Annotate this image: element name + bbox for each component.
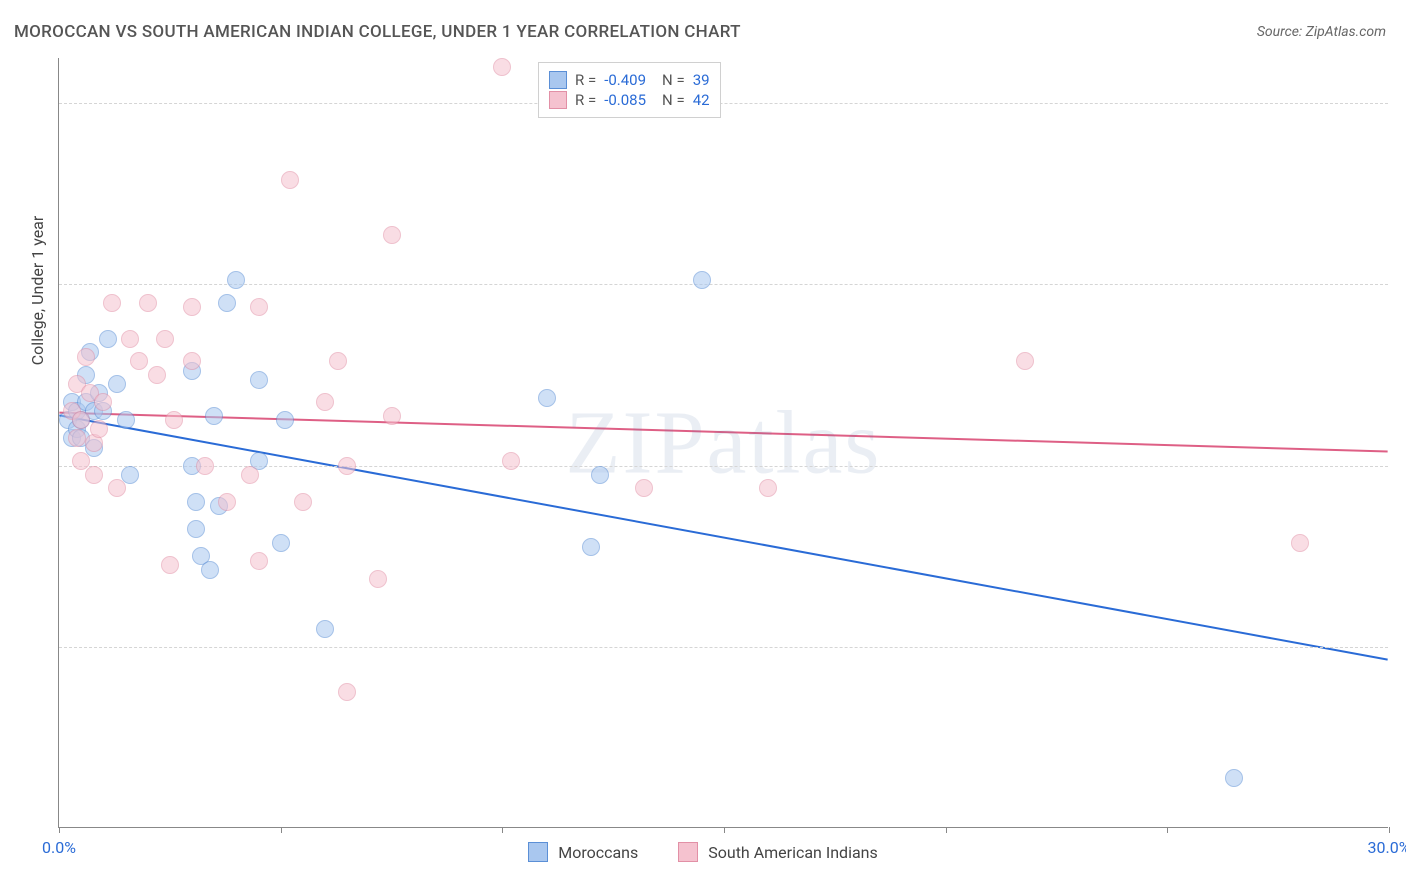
gridline-h <box>59 103 1388 104</box>
scatter-point <box>72 411 90 429</box>
x-tick <box>946 827 947 833</box>
legend-label: Moroccans <box>558 843 638 862</box>
x-tick <box>502 827 503 833</box>
legend-label: South American Indians <box>708 843 878 862</box>
scatter-point <box>1291 534 1309 552</box>
legend-r-label: R = <box>575 71 596 89</box>
scatter-point <box>1225 769 1243 787</box>
legend-r-value: -0.085 <box>604 91 646 109</box>
scatter-point <box>187 520 205 538</box>
scatter-point <box>218 493 236 511</box>
y-tick-label: 100.0% <box>1398 94 1406 113</box>
scatter-point <box>538 389 556 407</box>
legend-n-label: N = <box>662 91 685 109</box>
scatter-point <box>294 493 312 511</box>
scatter-point <box>272 534 290 552</box>
legend-item: South American Indians <box>678 842 878 862</box>
legend-n-value: 42 <box>693 91 710 109</box>
scatter-point <box>130 352 148 370</box>
scatter-point <box>99 330 117 348</box>
scatter-point <box>77 348 95 366</box>
legend-stats: R = -0.409 N = 39 R = -0.085 N = 42 <box>538 62 721 118</box>
scatter-point <box>90 420 108 438</box>
x-tick <box>724 827 725 833</box>
scatter-point <box>329 352 347 370</box>
scatter-point <box>187 493 205 511</box>
scatter-point <box>635 479 653 497</box>
scatter-point <box>183 298 201 316</box>
scatter-point <box>103 294 121 312</box>
legend-n-label: N = <box>662 71 685 89</box>
scatter-point <box>369 570 387 588</box>
x-tick <box>1389 827 1390 833</box>
gridline-h <box>59 647 1388 648</box>
scatter-point <box>85 466 103 484</box>
scatter-point <box>148 366 166 384</box>
trendline <box>59 413 1387 452</box>
scatter-point <box>316 393 334 411</box>
scatter-point <box>493 58 511 76</box>
scatter-point <box>241 466 259 484</box>
scatter-point <box>250 298 268 316</box>
scatter-point <box>383 407 401 425</box>
scatter-point <box>693 271 711 289</box>
scatter-point <box>227 271 245 289</box>
scatter-point <box>68 429 86 447</box>
scatter-point <box>218 294 236 312</box>
chart-title: MOROCCAN VS SOUTH AMERICAN INDIAN COLLEG… <box>14 22 741 42</box>
scatter-point <box>108 479 126 497</box>
plot-area: ZIPatlas 40.0%60.0%80.0%100.0%0.0%30.0% <box>58 58 1388 828</box>
legend-series: Moroccans South American Indians <box>0 842 1406 862</box>
scatter-point <box>383 226 401 244</box>
scatter-point <box>139 294 157 312</box>
scatter-point <box>276 411 294 429</box>
scatter-point <box>281 171 299 189</box>
scatter-point <box>94 393 112 411</box>
legend-item: Moroccans <box>528 842 638 862</box>
scatter-point <box>183 352 201 370</box>
gridline-h <box>59 284 1388 285</box>
scatter-point <box>250 371 268 389</box>
legend-swatch <box>549 71 567 89</box>
x-tick <box>281 827 282 833</box>
scatter-point <box>759 479 777 497</box>
scatter-point <box>108 375 126 393</box>
scatter-point <box>117 411 135 429</box>
scatter-point <box>121 330 139 348</box>
scatter-point <box>591 466 609 484</box>
legend-r-label: R = <box>575 91 596 109</box>
scatter-point <box>121 466 139 484</box>
y-tick-label: 80.0% <box>1398 275 1406 294</box>
scatter-point <box>316 620 334 638</box>
scatter-point <box>165 411 183 429</box>
y-axis-label: College, Under 1 year <box>28 216 47 366</box>
legend-stat-row: R = -0.409 N = 39 <box>549 71 710 89</box>
legend-swatch <box>549 91 567 109</box>
scatter-point <box>201 561 219 579</box>
scatter-point <box>338 683 356 701</box>
scatter-point <box>1016 352 1034 370</box>
legend-swatch <box>528 842 548 862</box>
scatter-point <box>161 556 179 574</box>
x-tick <box>59 827 60 833</box>
legend-stat-row: R = -0.085 N = 42 <box>549 91 710 109</box>
scatter-point <box>156 330 174 348</box>
x-tick <box>1167 827 1168 833</box>
legend-n-value: 39 <box>693 71 710 89</box>
scatter-point <box>196 457 214 475</box>
scatter-point <box>250 552 268 570</box>
scatter-point <box>582 538 600 556</box>
scatter-point <box>205 407 223 425</box>
y-tick-label: 60.0% <box>1398 456 1406 475</box>
legend-r-value: -0.409 <box>604 71 646 89</box>
scatter-point <box>502 452 520 470</box>
source-attribution: Source: ZipAtlas.com <box>1257 24 1386 40</box>
scatter-point <box>338 457 356 475</box>
watermark: ZIPatlas <box>566 391 882 494</box>
y-tick-label: 40.0% <box>1398 637 1406 656</box>
legend-swatch <box>678 842 698 862</box>
trendlines-svg <box>59 58 1388 827</box>
